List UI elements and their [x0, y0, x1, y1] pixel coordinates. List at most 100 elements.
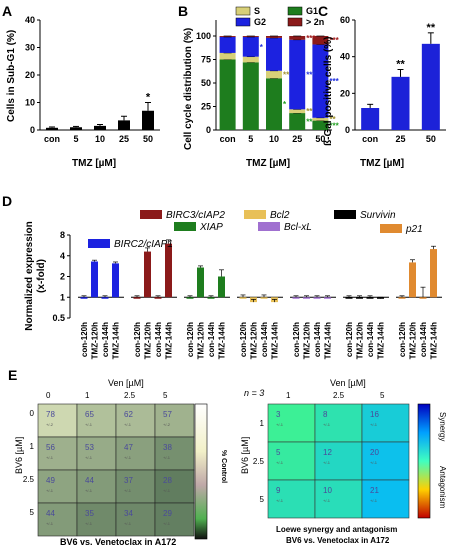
- panel-b-significance: ***: [329, 77, 339, 86]
- panel-d-y-tick-label: 8: [60, 230, 65, 240]
- panel-e-left-cell-sd: +/-1: [46, 488, 54, 493]
- panel-b-bar-segment: [266, 78, 282, 130]
- panel-b-bar-segment: [289, 113, 306, 130]
- panel-b-bar-segment: [219, 52, 236, 60]
- panel-d-bar: [154, 297, 162, 299]
- panel-e-right-cell-sd: +/-1: [323, 498, 331, 503]
- panel-d-bar: [91, 261, 98, 298]
- panel-d-x-tick-label: con-144h: [207, 322, 216, 357]
- panel-d-bar: [430, 249, 437, 298]
- panel-e-left-cell: [115, 436, 156, 471]
- panel-c-bar: [421, 43, 440, 131]
- panel-e-left-cell-value: 44: [46, 509, 55, 518]
- panel-b-bar-segment: [266, 37, 282, 71]
- panel-e-right-cell: [314, 441, 363, 481]
- panel-e-right-x-tick-label: 5: [380, 391, 385, 400]
- panel-d-bar: [292, 297, 300, 299]
- panel-d-bar: [186, 297, 194, 299]
- panel-e-right-cell-sd: +/-1: [323, 460, 331, 465]
- panel-d-legend-swatch: [140, 210, 162, 219]
- panel-d-bar: [303, 297, 310, 299]
- panel-c-b-gal-chart: 0 20 40 60 con 25 ** 50 ** ß-Gal positive cells…: [323, 15, 446, 169]
- panel-b-legend-swatch: [235, 6, 251, 16]
- panel-d-legend-label: BIRC3/cIAP2: [166, 210, 225, 221]
- panel-b-bar-segment: [219, 36, 236, 53]
- panel-d-x-tick-label: TMZ-120h: [250, 322, 259, 359]
- panel-d-legend-label: Survivin: [360, 210, 396, 221]
- panel-b-x-tick-label: 50: [315, 134, 325, 144]
- panel-b-bar-segment: [266, 36, 282, 38]
- panel-d-x-tick-label: TMZ-144h: [218, 322, 227, 359]
- panel-e-right-cell-sd: +/-1: [370, 498, 378, 503]
- panel-d-x-tick-label: TMZ-144h: [165, 322, 174, 359]
- panel-label-a: A: [2, 3, 12, 19]
- panel-d-bar: [133, 297, 141, 299]
- panel-c-y-tick-label: 0: [345, 125, 350, 135]
- panel-a-x-tick-label: 25: [119, 134, 129, 144]
- panel-b-bar-segment: [266, 70, 282, 79]
- panel-e-right-cell-sd: +/-1: [276, 422, 284, 427]
- panel-label-d: D: [2, 193, 12, 209]
- panel-e-left-cell: [115, 403, 156, 438]
- panel-b-significance: *: [260, 43, 264, 52]
- panel-e-left-cell-value: 28: [163, 476, 172, 485]
- panel-e-right-caption-line2: BV6 vs. Venetoclax in A172: [286, 536, 390, 545]
- panel-b-y-tick-label: 50: [201, 78, 211, 88]
- panel-e-left-cell: [37, 469, 78, 504]
- panel-a-bar: [94, 125, 106, 130]
- panel-e-right-heatmap: n = 3 Ven [µM] 1 2.5 5 1 2.5 5 BV6 [µM] 3 +/-…: [240, 378, 447, 545]
- panel-b-significance: ***: [329, 36, 339, 45]
- panel-b-bar-segment: [312, 117, 329, 121]
- panel-e-left-cell: [76, 469, 117, 504]
- panel-e-left-x-tick-label: 2.5: [124, 391, 136, 400]
- panel-a-x-tick-label: 10: [95, 134, 105, 144]
- panel-b-legend-label: G1: [306, 6, 318, 16]
- panel-e-right-x-tick-label: 2.5: [333, 391, 345, 400]
- panel-d-x-tick-label: TMZ-144h: [430, 322, 439, 359]
- panel-e-right-cell-sd: +/-1: [323, 422, 331, 427]
- panel-b-x-tick-label: con: [220, 134, 236, 144]
- panel-e-left-x-axis-label: Ven [µM]: [108, 378, 144, 388]
- panel-e-left-cell: [154, 403, 195, 438]
- panel-e-left-cell: [154, 436, 195, 471]
- panel-d-bar: [366, 297, 374, 299]
- panel-a-bar: [46, 127, 58, 130]
- panel-e-left-cell-sd: +/-2: [46, 422, 54, 427]
- panel-e-right-x-axis-label: Ven [µM]: [330, 378, 366, 388]
- panel-d-x-tick-label: TMZ-120h: [91, 322, 100, 359]
- panel-b-bar-segment: [312, 36, 329, 45]
- panel-b-legend-swatch: [287, 17, 303, 27]
- panel-d-bar: [239, 297, 247, 299]
- panel-d-bar: [218, 276, 225, 298]
- panel-b-legend-swatch: [235, 17, 251, 27]
- panel-e-right-cell-value: 3: [276, 410, 281, 419]
- panel-e-left-x-tick-label: 5: [163, 391, 168, 400]
- panel-e-left-cell-value: 65: [85, 410, 94, 419]
- panel-e-right-cell-sd: +/-1: [276, 460, 284, 465]
- panel-a-significance: *: [146, 92, 151, 104]
- panel-a-bar: [70, 127, 82, 130]
- panel-c-y-tick-label: 40: [340, 52, 350, 62]
- panel-e-left-cell-value: 78: [46, 410, 55, 419]
- panel-d-bar: [419, 297, 427, 299]
- panel-a-x-tick-label: con: [44, 134, 60, 144]
- panel-d-bar: [398, 297, 406, 299]
- panel-e-left-cell: [37, 403, 78, 438]
- panel-e-left-cell: [76, 436, 117, 471]
- panel-label-e: E: [8, 367, 17, 383]
- panel-b-bar-segment: [242, 62, 259, 130]
- panel-d-x-tick-label: con-144h: [260, 322, 269, 357]
- panel-d-legend-swatch: [244, 210, 266, 219]
- panel-e-left-cell: [37, 502, 78, 537]
- panel-b-x-tick-label: 25: [292, 134, 302, 144]
- panel-b-bar-segment: [289, 39, 306, 110]
- panel-e-left-cell-sd: +/-2: [163, 422, 171, 427]
- panel-e-left-heatmap: Ven [µM] 0 1 2.5 5 0 1 2.5 5 BV6 [µM] 78 +/-2 65…: [14, 378, 227, 547]
- panel-d-legend-swatch: [88, 239, 110, 248]
- panel-e-right-cell-value: 8: [323, 410, 328, 419]
- panel-d-x-tick-label: TMZ-120h: [409, 322, 418, 359]
- panel-e-right-cell-sd: +/-1: [276, 498, 284, 503]
- panel-a-x-tick-label: 5: [73, 134, 78, 144]
- panel-b-significance: ***: [306, 71, 316, 80]
